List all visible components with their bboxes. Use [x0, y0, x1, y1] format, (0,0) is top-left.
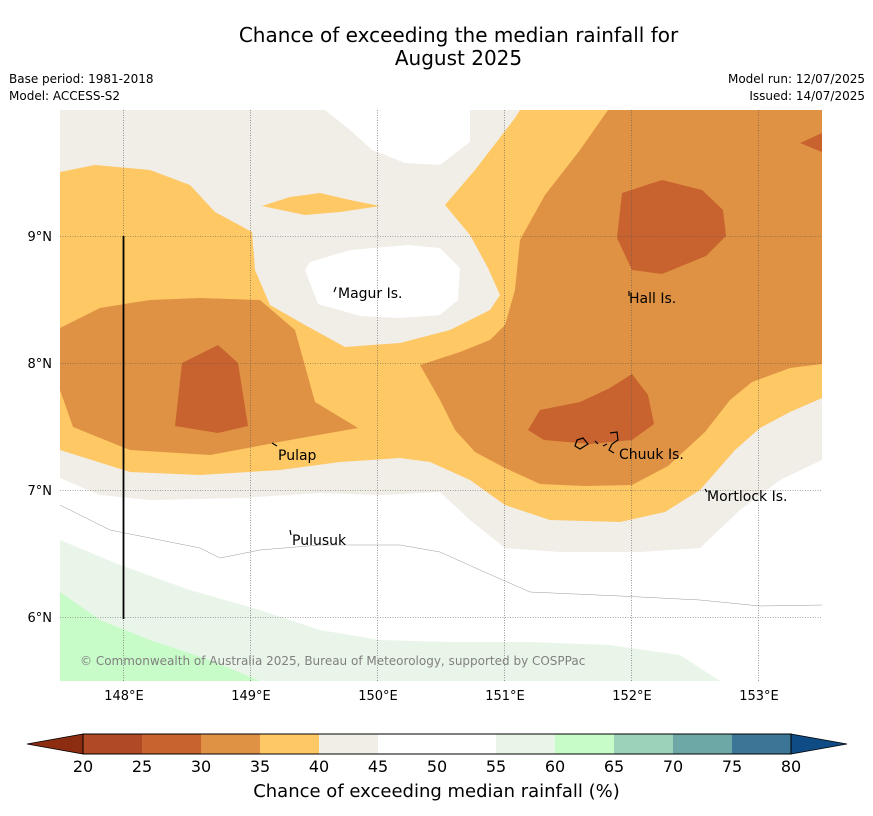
copyright-notice: © Commonwealth of Australia 2025, Bureau… [80, 654, 585, 668]
lon-label-152e: 152°E [612, 689, 652, 704]
region-25-30-north [617, 180, 726, 274]
contour-line [60, 504, 822, 607]
region-35-40-streak [262, 193, 380, 215]
colorbar-swatch-40-45 [319, 734, 378, 754]
colorbar-below-20-arrow [26, 733, 84, 755]
lon-label-151e: 151°E [485, 689, 525, 704]
colorbar-tick: 45 [367, 757, 389, 776]
pulusuk-island-shape [289, 529, 292, 536]
colorbar [26, 733, 848, 755]
colorbar-tick: 75 [721, 757, 743, 776]
colorbar-tick: 20 [72, 757, 94, 776]
colorbar-tick: 40 [308, 757, 330, 776]
colorbar-swatch-45-50 [378, 734, 437, 754]
map-title-line1: Chance of exceeding the median rainfall … [238, 23, 679, 47]
colorbar-tick: 55 [485, 757, 507, 776]
lon-label-149e: 149°E [231, 689, 271, 704]
colorbar-swatch-20-25 [83, 734, 142, 754]
colorbar-tick: 70 [662, 757, 684, 776]
place-label-mortlock: Mortlock Is. [707, 489, 787, 505]
colorbar-swatch-60-65 [555, 734, 614, 754]
colorbar-swatch-50-55 [437, 734, 496, 754]
colorbar-swatch-70-75 [673, 734, 732, 754]
colorbar-tick: 80 [780, 757, 802, 776]
place-label-pulap: Pulap [278, 448, 317, 464]
lat-label-9n: 9°N [28, 230, 53, 245]
region-25-30-corner [800, 133, 822, 152]
region-45-55-magur [305, 245, 460, 318]
base-period: Base period: 1981-2018 [9, 72, 154, 86]
colorbar-swatch-65-70 [614, 734, 673, 754]
map-title-line2: August 2025 [394, 46, 523, 70]
colorbar-swatch-25-30 [142, 734, 201, 754]
colorbar-swatch-75-80 [732, 734, 791, 754]
place-label-chuuk: Chuuk Is. [619, 447, 684, 463]
colorbar-tick: 35 [249, 757, 271, 776]
region-30-35-east [420, 110, 822, 486]
region-25-30-west [175, 345, 248, 433]
issued-date: Issued: 14/07/2025 [749, 89, 865, 103]
lon-label-150e: 150°E [358, 689, 398, 704]
colorbar-tick: 30 [190, 757, 212, 776]
meta-left: Base period: 1981-2018 Model: ACCESS-S2 [9, 71, 154, 105]
island-outlines [271, 286, 708, 536]
colorbar-swatch-55-60 [496, 734, 555, 754]
lat-label-6n: 6°N [28, 611, 53, 626]
place-label-hall: Hall Is. [629, 291, 676, 307]
lon-label-148e: 148°E [104, 689, 144, 704]
colorbar-tick: 50 [426, 757, 448, 776]
meta-right: Model run: 12/07/2025 Issued: 14/07/2025 [728, 71, 865, 105]
magur-island-shape [333, 286, 337, 293]
colorbar-tick: 60 [544, 757, 566, 776]
mortlock-island-shape [704, 488, 708, 493]
colorbar-tick: 65 [603, 757, 625, 776]
lon-label-153e: 153°E [739, 689, 779, 704]
colorbar-frame [82, 733, 792, 755]
model-name: Model: ACCESS-S2 [9, 89, 121, 103]
pulap-island-shape [271, 442, 278, 447]
lat-label-8n: 8°N [28, 357, 53, 372]
place-label-pulusuk: Pulusuk [292, 533, 347, 549]
place-label-magur: Magur Is. [338, 286, 403, 302]
colorbar-swatch-35-40 [260, 734, 319, 754]
region-25-30-chuuk [528, 374, 654, 444]
model-run: Model run: 12/07/2025 [727, 72, 865, 86]
region-55-60 [60, 540, 720, 681]
colorbar-title: Chance of exceeding median rainfall (%) [253, 781, 620, 802]
chuuk-island-shape [574, 431, 619, 454]
rainfall-probability-map [60, 110, 822, 681]
colorbar-tick: 25 [131, 757, 153, 776]
colorbar-swatch-30-35 [201, 734, 260, 754]
region-60-65 [60, 592, 260, 681]
lat-label-7n: 7°N [28, 484, 53, 499]
colorbar-above-80-arrow [790, 733, 848, 755]
